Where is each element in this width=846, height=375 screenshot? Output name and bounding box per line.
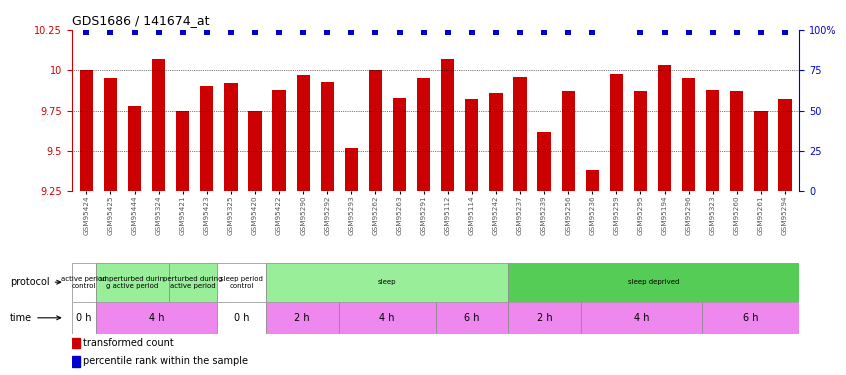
Bar [610,74,623,191]
Bar [369,70,382,191]
Bar [508,302,581,334]
Bar [201,86,213,191]
Bar [338,302,436,334]
Bar [489,93,503,191]
Bar [702,302,799,334]
Text: protocol: protocol [10,277,61,287]
Bar [417,78,431,191]
Bar [217,262,266,302]
Text: 0 h: 0 h [76,313,91,323]
Bar [266,302,338,334]
Bar [537,132,551,191]
Bar [169,262,217,302]
Text: sleep period
control: sleep period control [220,276,263,289]
Bar [634,91,647,191]
Bar [249,111,261,191]
Bar [562,91,574,191]
Bar [152,59,165,191]
Text: unperturbed durin
g active period: unperturbed durin g active period [101,276,165,289]
Bar [72,356,80,367]
Bar [128,106,141,191]
Bar [176,111,190,191]
Bar [72,338,80,348]
Text: sleep: sleep [378,279,397,285]
Text: 2 h: 2 h [537,313,552,323]
Bar [272,90,286,191]
Bar [96,262,169,302]
Bar [96,302,217,334]
Bar [436,302,508,334]
Bar [581,302,702,334]
Text: 4 h: 4 h [380,313,395,323]
Bar [266,262,508,302]
Text: time: time [10,313,61,323]
Bar [730,91,744,191]
Bar [224,83,238,191]
Text: perturbed during
active period: perturbed during active period [163,276,222,289]
Bar [80,70,93,191]
Bar [344,148,358,191]
Bar [297,75,310,191]
Text: 2 h: 2 h [294,313,310,323]
Bar [682,78,695,191]
Text: sleep deprived: sleep deprived [629,279,679,285]
Bar [465,99,479,191]
Bar [321,82,334,191]
Bar [508,262,799,302]
Text: 6 h: 6 h [744,313,759,323]
Text: percentile rank within the sample: percentile rank within the sample [83,357,248,366]
Bar [658,66,671,191]
Bar [104,78,117,191]
Bar [585,170,599,191]
Text: 6 h: 6 h [464,313,480,323]
Bar [217,302,266,334]
Bar [778,99,792,191]
Bar [72,262,96,302]
Bar [72,302,96,334]
Text: GDS1686 / 141674_at: GDS1686 / 141674_at [72,15,210,27]
Bar [514,77,526,191]
Bar [706,90,719,191]
Bar [441,59,454,191]
Text: 4 h: 4 h [149,313,164,323]
Text: transformed count: transformed count [83,338,173,348]
Bar [393,98,406,191]
Text: 4 h: 4 h [634,313,650,323]
Text: active period
control: active period control [61,276,107,289]
Text: 0 h: 0 h [234,313,250,323]
Bar [755,111,767,191]
